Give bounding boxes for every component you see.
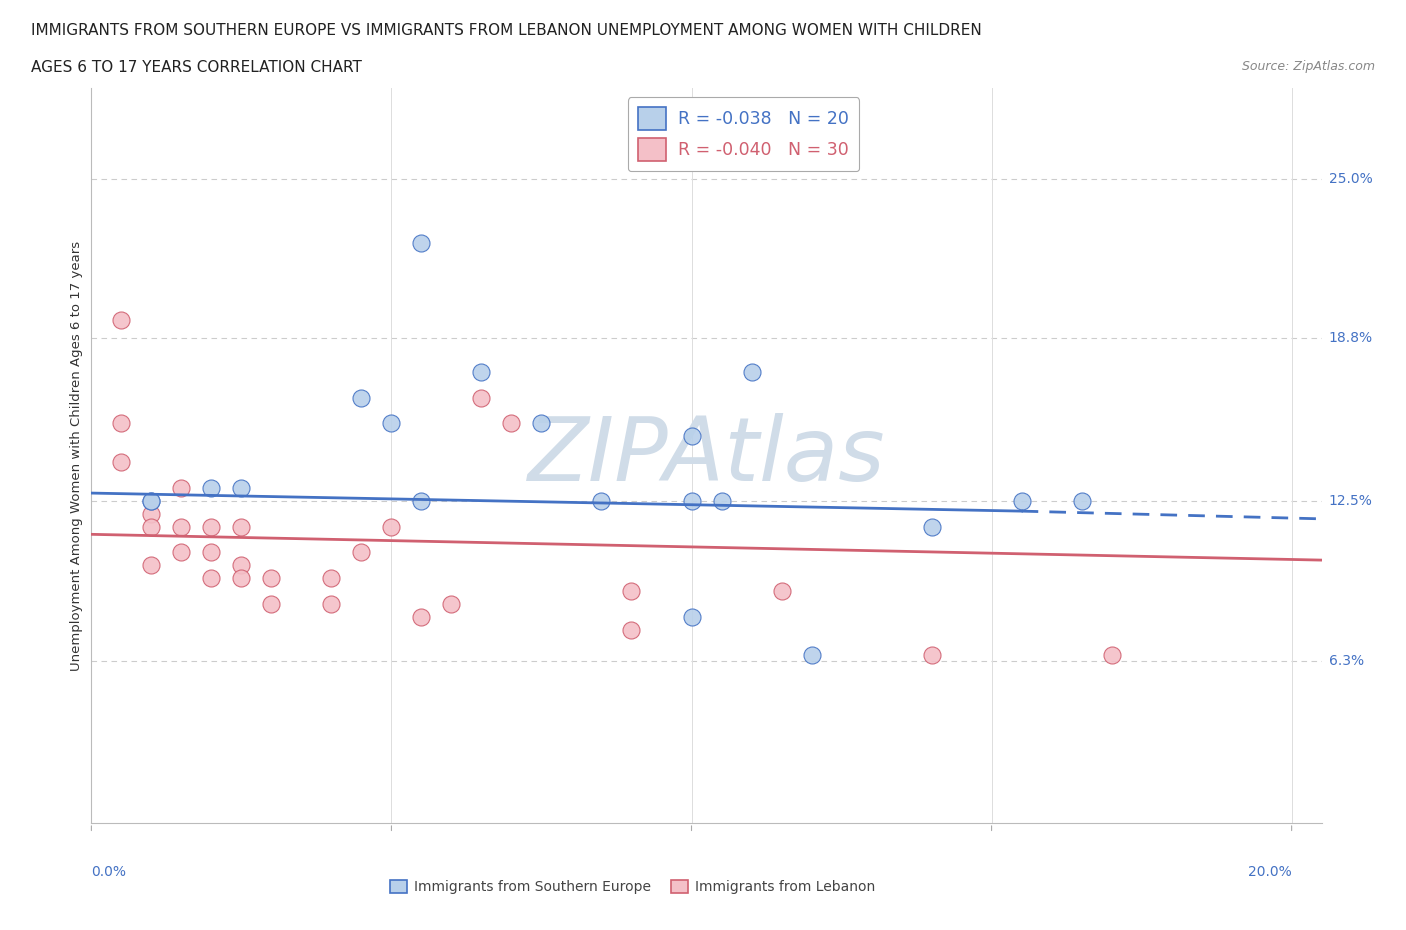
Point bbox=[231, 519, 253, 534]
Point bbox=[921, 519, 943, 534]
Text: 6.3%: 6.3% bbox=[1329, 654, 1364, 668]
Legend: Immigrants from Southern Europe, Immigrants from Lebanon: Immigrants from Southern Europe, Immigra… bbox=[384, 875, 882, 900]
Point bbox=[200, 519, 222, 534]
Point bbox=[1101, 648, 1123, 663]
Point bbox=[411, 235, 433, 250]
Point bbox=[411, 609, 433, 624]
Point bbox=[501, 416, 523, 431]
Point bbox=[350, 391, 373, 405]
Point bbox=[200, 571, 222, 586]
Point bbox=[470, 391, 492, 405]
Point bbox=[800, 648, 823, 663]
Point bbox=[530, 416, 553, 431]
Point bbox=[260, 571, 283, 586]
Point bbox=[681, 429, 703, 444]
Point bbox=[110, 312, 132, 327]
Point bbox=[141, 558, 163, 573]
Point bbox=[110, 455, 132, 470]
Point bbox=[321, 571, 343, 586]
Point bbox=[681, 609, 703, 624]
Point bbox=[170, 481, 193, 496]
Point bbox=[380, 519, 402, 534]
Text: Source: ZipAtlas.com: Source: ZipAtlas.com bbox=[1241, 60, 1375, 73]
Point bbox=[141, 494, 163, 509]
Point bbox=[411, 494, 433, 509]
Point bbox=[170, 545, 193, 560]
Point bbox=[1011, 494, 1033, 509]
Text: IMMIGRANTS FROM SOUTHERN EUROPE VS IMMIGRANTS FROM LEBANON UNEMPLOYMENT AMONG WO: IMMIGRANTS FROM SOUTHERN EUROPE VS IMMIG… bbox=[31, 23, 981, 38]
Point bbox=[200, 481, 222, 496]
Point bbox=[231, 481, 253, 496]
Point bbox=[741, 365, 763, 379]
Text: ZIPAtlas: ZIPAtlas bbox=[527, 413, 886, 498]
Point bbox=[260, 596, 283, 611]
Text: AGES 6 TO 17 YEARS CORRELATION CHART: AGES 6 TO 17 YEARS CORRELATION CHART bbox=[31, 60, 361, 75]
Point bbox=[141, 494, 163, 509]
Point bbox=[1070, 494, 1092, 509]
Point bbox=[440, 596, 463, 611]
Point bbox=[620, 584, 643, 599]
Point bbox=[710, 494, 733, 509]
Point bbox=[200, 545, 222, 560]
Point bbox=[141, 519, 163, 534]
Text: 25.0%: 25.0% bbox=[1329, 171, 1372, 186]
Point bbox=[141, 506, 163, 521]
Point bbox=[470, 365, 492, 379]
Point bbox=[321, 596, 343, 611]
Point bbox=[681, 494, 703, 509]
Text: 20.0%: 20.0% bbox=[1249, 865, 1292, 879]
Legend: R = -0.038   N = 20, R = -0.040   N = 30: R = -0.038 N = 20, R = -0.040 N = 30 bbox=[627, 97, 859, 171]
Text: 12.5%: 12.5% bbox=[1329, 494, 1372, 508]
Point bbox=[591, 494, 613, 509]
Point bbox=[231, 571, 253, 586]
Text: 18.8%: 18.8% bbox=[1329, 331, 1372, 345]
Point bbox=[170, 519, 193, 534]
Point bbox=[110, 416, 132, 431]
Point bbox=[380, 416, 402, 431]
Text: 0.0%: 0.0% bbox=[91, 865, 127, 879]
Point bbox=[921, 648, 943, 663]
Y-axis label: Unemployment Among Women with Children Ages 6 to 17 years: Unemployment Among Women with Children A… bbox=[70, 241, 83, 671]
Point bbox=[231, 558, 253, 573]
Point bbox=[350, 545, 373, 560]
Point bbox=[770, 584, 793, 599]
Point bbox=[620, 622, 643, 637]
